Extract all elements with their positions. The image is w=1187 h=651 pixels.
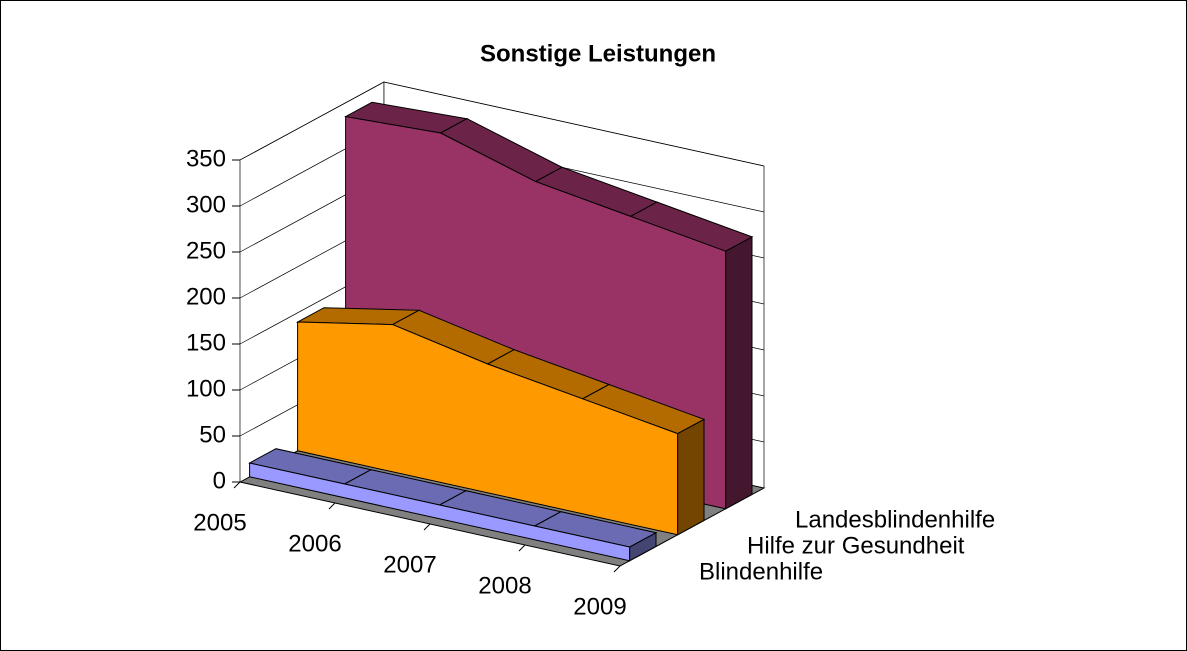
y-tick-label: 300 xyxy=(186,191,226,218)
grid-line xyxy=(239,81,765,167)
y-tick-label: 150 xyxy=(186,329,226,356)
x-tick xyxy=(423,523,431,531)
x-tick xyxy=(233,481,241,489)
x-tick xyxy=(518,544,526,552)
x-tick-label: 2005 xyxy=(193,509,246,536)
series xyxy=(248,448,658,562)
x-tick xyxy=(328,502,336,510)
chart-title: Sonstige Leistungen xyxy=(480,40,716,67)
area-side xyxy=(677,418,705,536)
x-tick-label: 2007 xyxy=(383,551,436,578)
y-tick-label: 100 xyxy=(186,375,226,402)
area xyxy=(297,321,679,536)
y-tick-label: 50 xyxy=(199,421,226,448)
series-label: Landesblindenhilfe xyxy=(795,506,995,533)
series-label: Blindenhilfe xyxy=(699,558,823,585)
y-tick-label: 0 xyxy=(213,467,226,494)
x-tick xyxy=(613,565,621,573)
series xyxy=(295,307,706,536)
area xyxy=(249,462,631,562)
area-side xyxy=(725,236,753,510)
y-tick-label: 350 xyxy=(186,145,226,172)
x-tick-label: 2008 xyxy=(478,572,531,599)
x-tick-label: 2009 xyxy=(573,593,626,620)
series-label: Hilfe zur Gesundheit xyxy=(747,532,965,559)
y-tick-label: 250 xyxy=(186,237,226,264)
x-tick-label: 2006 xyxy=(288,530,341,557)
y-tick-label: 200 xyxy=(186,283,226,310)
